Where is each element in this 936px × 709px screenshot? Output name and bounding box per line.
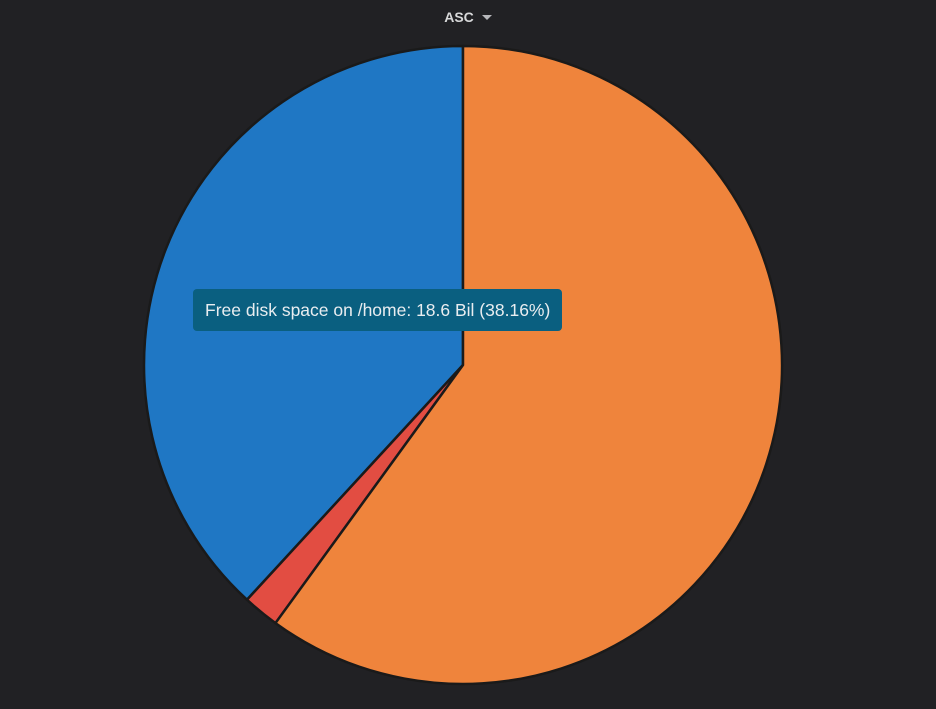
caret-down-icon (481, 15, 492, 20)
pie-slice-2[interactable] (274, 44, 784, 686)
sort-order-dropdown[interactable]: ASC (0, 7, 936, 27)
sort-order-label: ASC (444, 9, 474, 25)
slice-tooltip: Free disk space on /home: 18.6 Bil (38.1… (193, 289, 563, 331)
